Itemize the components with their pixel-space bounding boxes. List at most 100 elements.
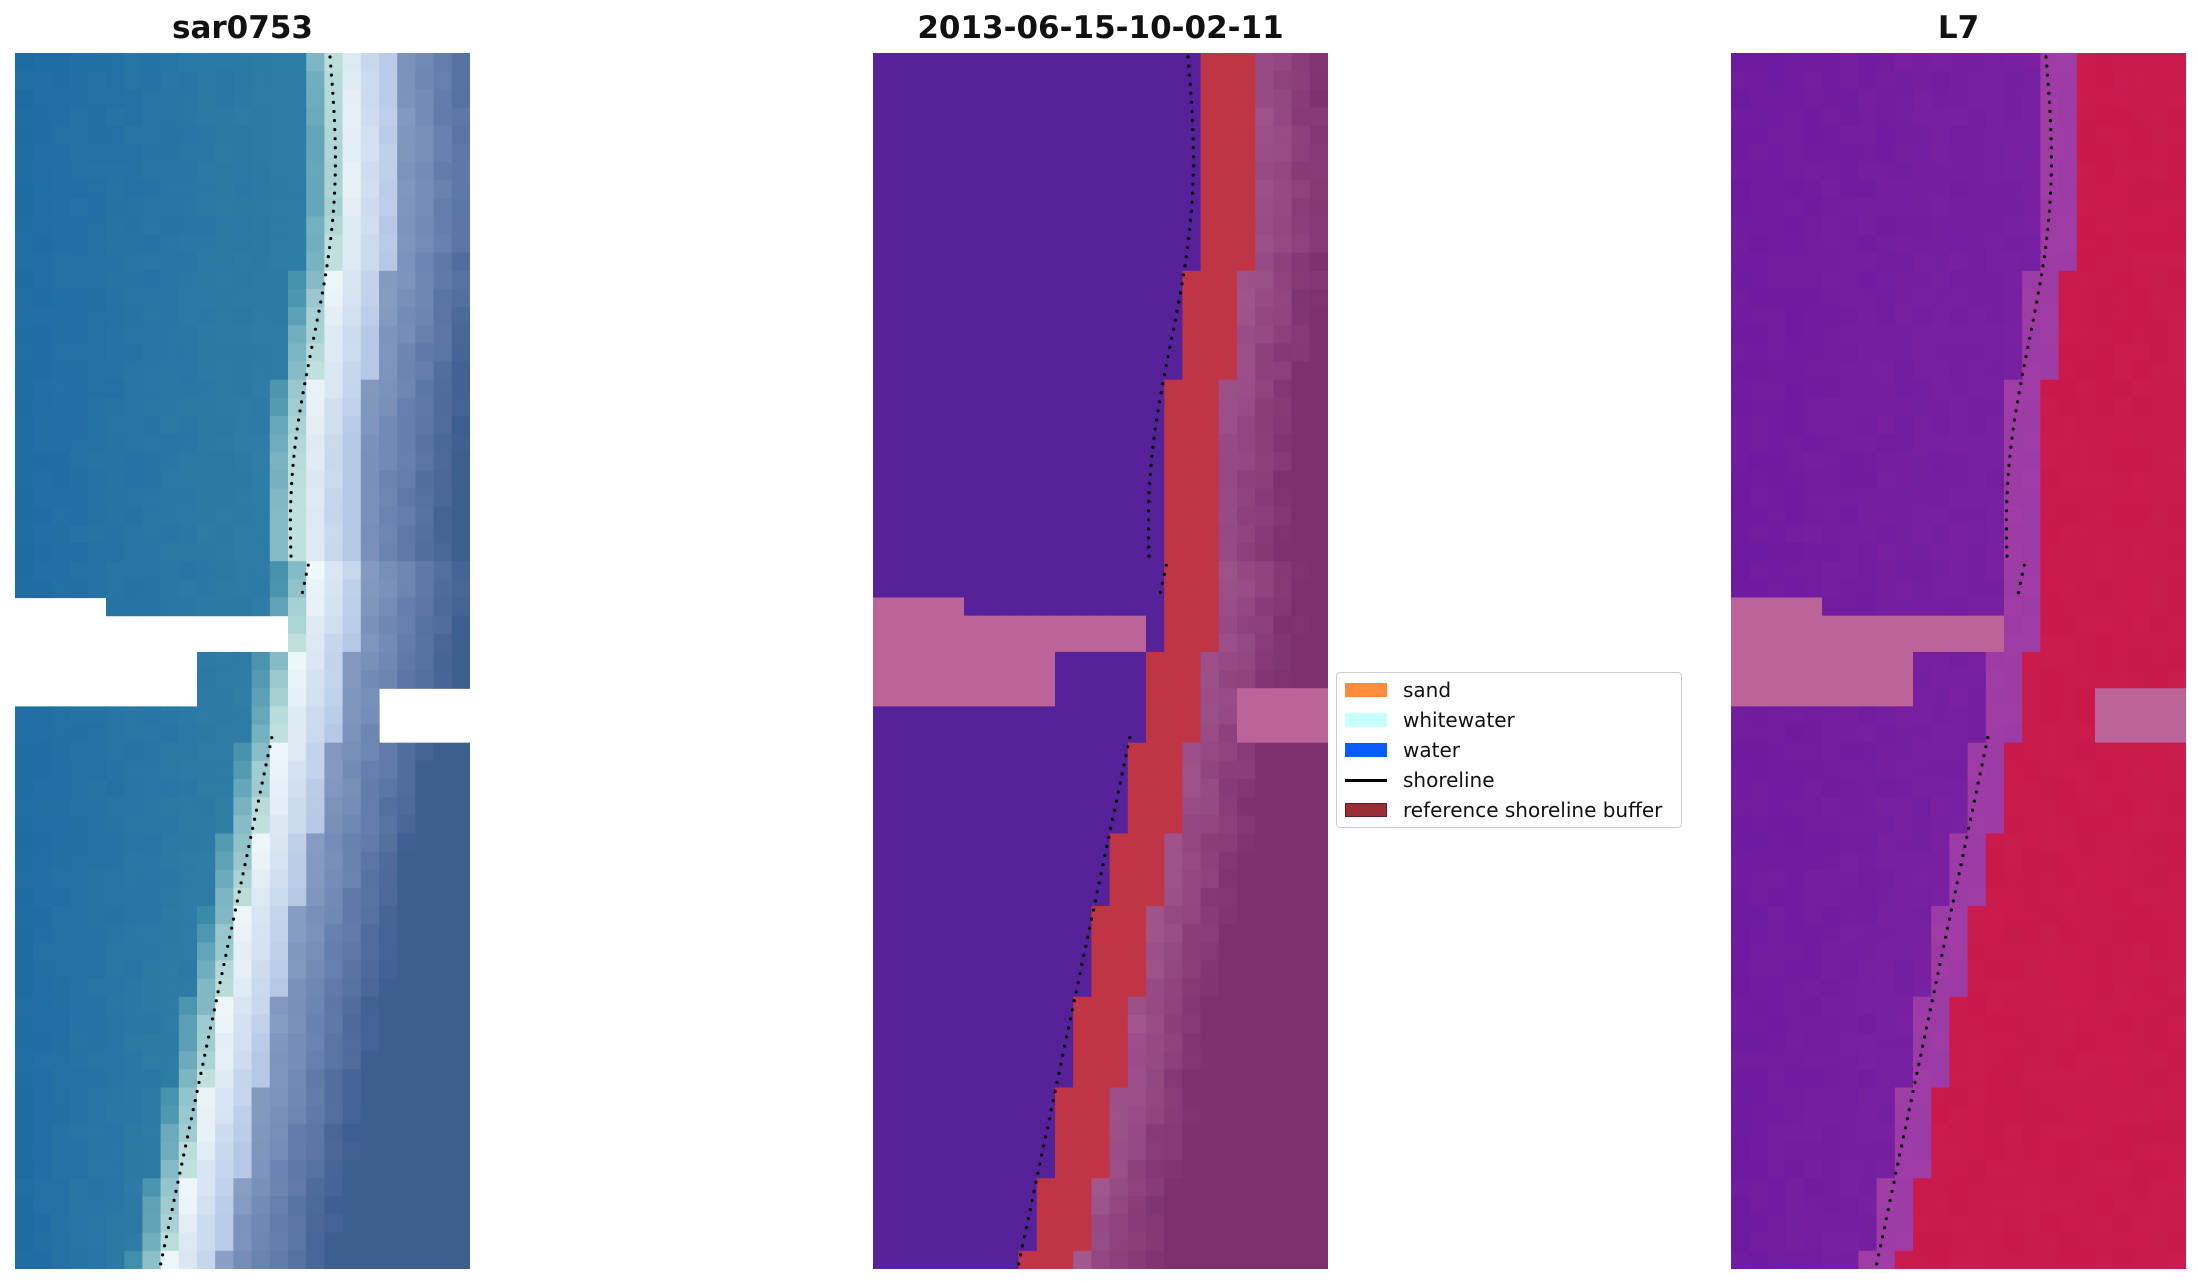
rgb-pixel [215, 1178, 234, 1197]
class-pixel [873, 1051, 892, 1070]
rgb-pixel [124, 1141, 143, 1161]
rgb-pixel [142, 869, 162, 889]
shoreline-point [315, 318, 319, 322]
rgb-pixel [324, 1196, 344, 1216]
rgb-pixel [69, 906, 89, 925]
rgb-pixel [433, 107, 453, 127]
rgb-pixel [178, 1232, 198, 1252]
class-pixel [1091, 597, 1111, 617]
class-pixel [1273, 543, 1293, 562]
ndwi-pixel [1858, 651, 1878, 671]
class-pixel [1109, 1196, 1129, 1216]
class-pixel [1291, 996, 1311, 1016]
rgb-pixel [215, 651, 234, 671]
rgb-pixel [342, 1051, 362, 1070]
ndwi-pixel [1785, 1087, 1805, 1107]
class-pixel [1146, 887, 1165, 907]
class-pixel [1146, 815, 1165, 835]
rgb-pixel [451, 1014, 470, 1034]
ndwi-pixel [1894, 778, 1914, 798]
rgb-pixel [215, 343, 234, 363]
ndwi-pixel [1876, 361, 1896, 381]
class-pixel [927, 670, 947, 689]
rgb-pixel [433, 270, 453, 290]
class-pixel [1127, 887, 1147, 907]
rgb-pixel [360, 1250, 380, 1269]
class-pixel [1000, 1141, 1020, 1161]
rgb-pixel [451, 234, 470, 254]
ndwi-pixel [1749, 760, 1768, 780]
shoreline-point [303, 382, 307, 386]
rgb-pixel [160, 543, 180, 562]
ndwi-pixel [1840, 579, 1859, 599]
ndwi-pixel [1931, 1105, 1950, 1125]
ndwi-pixel [1967, 270, 1987, 290]
ndwi-pixel [2022, 434, 2041, 453]
ndwi-pixel [1894, 434, 1914, 453]
ndwi-pixel [1894, 597, 1914, 617]
rgb-pixel [233, 760, 253, 780]
class-pixel [1073, 71, 1092, 90]
class-pixel [1036, 996, 1056, 1016]
ndwi-pixel [2113, 180, 2132, 199]
ndwi-pixel [1913, 361, 1932, 381]
rgb-pixel [288, 198, 307, 217]
class-pixel [1237, 288, 1256, 308]
rgb-pixel [397, 1123, 416, 1143]
rgb-pixel [215, 524, 234, 544]
rgb-pixel [251, 1014, 271, 1034]
rgb-pixel [306, 833, 325, 853]
rgb-pixel [178, 1196, 198, 1216]
class-pixel [927, 1105, 947, 1125]
rgb-pixel [397, 488, 416, 508]
class-pixel [1237, 89, 1256, 109]
ndwi-pixel [2131, 470, 2151, 490]
rgb-pixel [142, 397, 162, 417]
rgb-pixel [251, 161, 271, 181]
rgb-pixel [324, 1214, 344, 1234]
ndwi-pixel [1822, 1123, 1841, 1143]
ndwi-pixel [2167, 778, 2186, 798]
ndwi-pixel [2149, 579, 2169, 599]
ndwi-pixel [2022, 161, 2041, 181]
ndwi-pixel [1985, 851, 2005, 871]
rgb-pixel [87, 797, 107, 816]
rgb-pixel [51, 434, 71, 453]
ndwi-pixel [1931, 724, 1950, 744]
rgb-pixel [142, 198, 162, 217]
shoreline-point [218, 981, 222, 985]
ndwi-pixel [1822, 1105, 1841, 1125]
class-pixel [891, 71, 910, 90]
class-pixel [1109, 415, 1129, 435]
class-pixel [964, 724, 983, 744]
rgb-pixel [197, 107, 216, 127]
class-pixel [1164, 524, 1183, 544]
rgb-pixel [124, 760, 143, 780]
rgb-pixel [269, 506, 289, 526]
rgb-pixel [379, 125, 398, 145]
ndwi-pixel [2040, 797, 2060, 816]
class-pixel [1073, 125, 1092, 145]
rgb-pixel [197, 270, 216, 290]
rgb-pixel [124, 415, 143, 435]
class-pixel [1218, 524, 1238, 544]
rgb-pixel [433, 906, 453, 925]
rgb-pixel [124, 216, 143, 236]
ndwi-pixel [1822, 361, 1841, 381]
rgb-pixel [379, 851, 398, 871]
class-pixel [1127, 288, 1147, 308]
ndwi-pixel [2113, 107, 2132, 127]
rgb-pixel [69, 1087, 89, 1107]
rgb-pixel [251, 506, 271, 526]
ndwi-pixel [2167, 760, 2186, 780]
rgb-pixel [87, 815, 107, 835]
ndwi-pixel [1785, 1123, 1805, 1143]
ndwi-pixel [1858, 633, 1878, 653]
ndwi-pixel [2076, 397, 2096, 417]
class-pixel [1018, 107, 1038, 127]
class-pixel [1273, 924, 1293, 943]
rgb-pixel [433, 89, 453, 109]
class-pixel [1018, 470, 1038, 490]
ndwi-pixel [1822, 543, 1841, 562]
ndwi-pixel [2095, 470, 2114, 490]
